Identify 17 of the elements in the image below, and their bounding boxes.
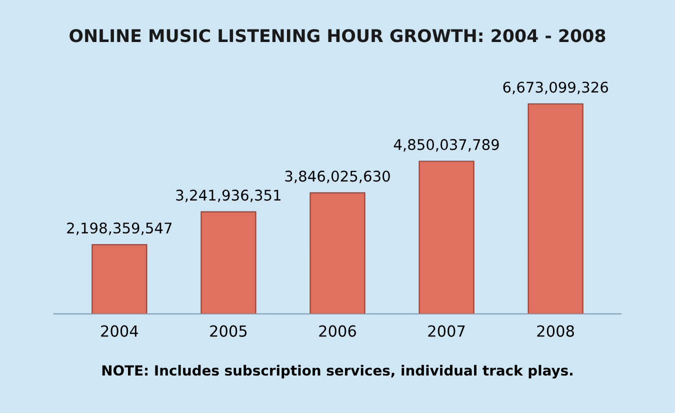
data-label: 3,846,025,630	[285, 170, 390, 184]
x-tick-label: 2004	[101, 325, 138, 337]
chart-title: ONLINE MUSIC LISTENING HOUR GROWTH: 2004 - 2008	[70, 29, 606, 42]
x-tick-label: 2005	[210, 325, 247, 337]
bar	[418, 160, 474, 314]
data-label: 3,241,936,351	[176, 190, 280, 202]
text: NOTE: Includes subscription services, individual track plays.	[102, 364, 572, 378]
x-tick-label: 2007	[428, 325, 465, 337]
x-tick-label: 2008	[537, 325, 574, 337]
bar	[310, 192, 366, 314]
data-label: 6,673,099,326	[503, 82, 608, 94]
bar	[200, 211, 256, 314]
bar	[92, 244, 148, 314]
data-label: 2,198,359,547	[67, 222, 172, 236]
bar	[528, 103, 584, 314]
data-label: 4,850,037,789	[394, 139, 499, 152]
x-tick-label: 2006	[319, 325, 356, 337]
